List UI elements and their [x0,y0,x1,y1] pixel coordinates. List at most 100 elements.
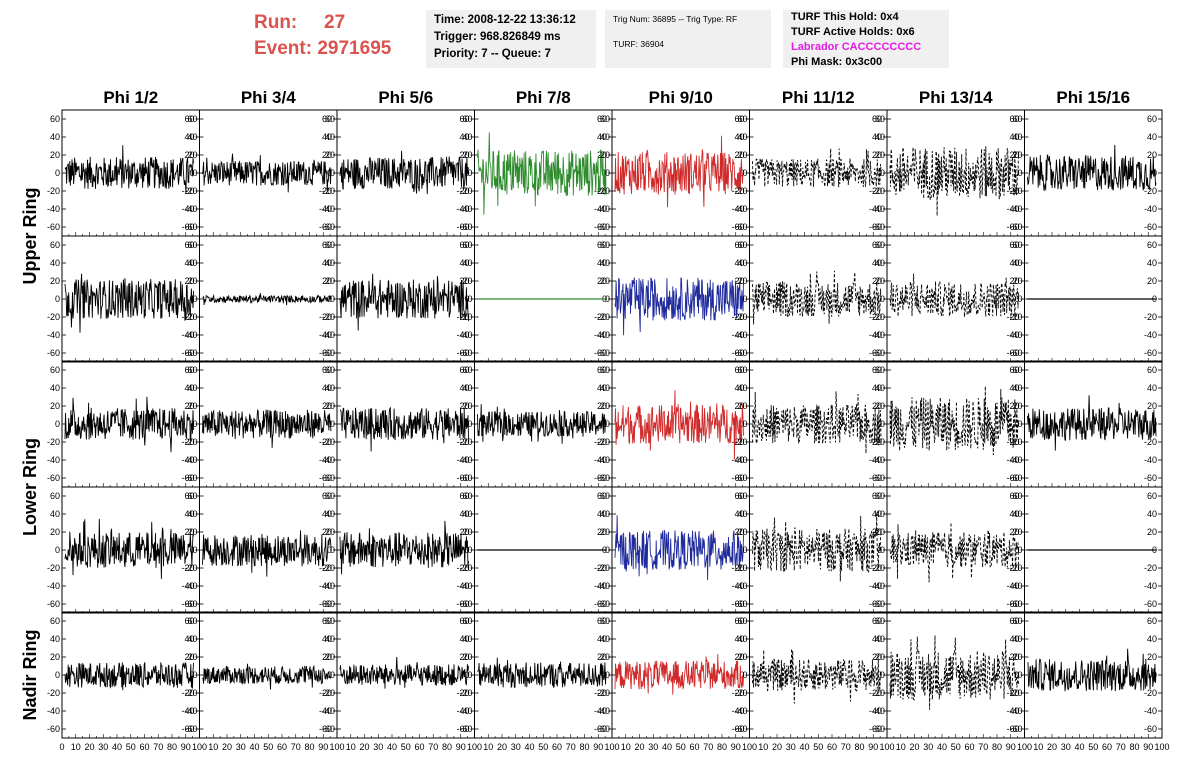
column-header: Phi 1/2 [103,88,158,107]
y-tick-label: 20 [600,276,610,286]
y-tick-label: -60 [1144,724,1157,734]
y-tick-label: 60 [50,365,60,375]
y-tick-label: 0 [742,670,747,680]
y-tick-label: 20 [597,401,607,411]
y-tick-label: 0 [877,670,882,680]
x-tick-label: 40 [387,742,397,752]
y-tick-label: 0 [55,545,60,555]
waveform-panel: 60 60 40 40 20 20 0 0 -20 -20 -40 -40 -60 -60 [184,109,338,237]
y-tick-label: -20 [734,563,747,573]
y-tick-label: -60 [731,473,744,483]
y-tick-label: -40 [594,455,607,465]
waveform-panel: 60 60 40 40 20 20 0 0 -20 -20 -40 -40 -60 -60 [47,235,200,363]
y-tick-label: -60 [597,599,610,609]
y-tick-label: 60 [737,240,747,250]
y-tick-label: -40 [1009,581,1022,591]
x-tick-label: 70 [566,742,576,752]
y-tick-label: 60 [462,240,472,250]
y-tick-label: 40 [737,509,747,519]
y-tick-label: 60 [462,114,472,124]
waveform-panel: 60 60 40 40 20 20 0 0 -20 -20 -40 -40 -60 -60 [322,360,475,488]
y-tick-label: -40 [731,455,744,465]
y-tick-label: 0 [192,294,197,304]
waveform-trace [1027,648,1157,692]
y-tick-label: -40 [456,455,469,465]
y-tick-label: 40 [597,132,607,142]
x-tick-label: 100 [467,742,482,752]
y-tick-label: -20 [1009,563,1022,573]
y-tick-label: -40 [1009,204,1022,214]
y-tick-label: -20 [459,688,472,698]
x-tick-label: 70 [428,742,438,752]
row-group-label: Upper Ring [20,188,40,285]
y-tick-label: -20 [181,563,194,573]
y-tick-label: -20 [594,563,607,573]
y-tick-label: 40 [50,132,60,142]
y-tick-label: -60 [734,599,747,609]
y-tick-label: -20 [47,312,60,322]
y-tick-label: 60 [734,365,744,375]
y-tick-label: -40 [872,330,885,340]
y-tick-label: -60 [731,599,744,609]
y-tick-label: 40 [325,383,335,393]
y-tick-label: 60 [462,616,472,626]
y-tick-label: -40 [184,204,197,214]
y-tick-label: 20 [734,150,744,160]
y-tick-label: 0 [192,419,197,429]
x-tick-label: 100 [192,742,207,752]
waveform-panel: 60 60 40 40 20 20 0 0 -20 -20 -40 -40 -60 -60 [184,360,338,488]
x-tick-label: 10 [1033,742,1043,752]
y-tick-label: -40 [734,706,747,716]
phi-mask-text: Phi Mask: 0x3c00 [791,56,883,68]
y-tick-label: 60 [1012,491,1022,501]
y-tick-label: 60 [737,616,747,626]
y-tick-label: -60 [872,599,885,609]
y-tick-label: -20 [731,437,744,447]
y-tick-label: -20 [872,688,885,698]
waveform-trace [1027,144,1157,191]
turf-info-box: TURF This Hold: 0x4 TURF Active Holds: 0… [783,10,949,68]
y-tick-label: 20 [459,150,469,160]
y-tick-label: 0 [605,294,610,304]
y-tick-label: 20 [325,401,335,411]
column-header: Phi 9/10 [649,88,713,107]
y-tick-label: 20 [462,150,472,160]
x-tick-label: 40 [937,742,947,752]
y-tick-label: -20 [597,312,610,322]
y-tick-label: 40 [1009,509,1019,519]
y-tick-label: -60 [1009,222,1022,232]
y-tick-label: 40 [875,132,885,142]
y-tick-label: 40 [325,634,335,644]
y-tick-label: 40 [50,509,60,519]
x-tick-label: 70 [978,742,988,752]
y-tick-label: 60 [187,616,197,626]
y-tick-label: -20 [184,312,197,322]
y-tick-label: -20 [47,688,60,698]
y-tick-label: -40 [456,706,469,716]
x-tick-label: 50 [126,742,136,752]
x-tick-label: 20 [222,742,232,752]
y-tick-label: 20 [187,527,197,537]
y-tick-label: 40 [734,509,744,519]
y-tick-label: -60 [184,348,197,358]
y-tick-label: -40 [869,455,882,465]
y-tick-label: 0 [739,670,744,680]
waveform-trace [339,406,469,452]
y-tick-label: -60 [456,348,469,358]
y-tick-label: 40 [325,132,335,142]
y-tick-label: -40 [869,581,882,591]
y-tick-label: 20 [1147,652,1157,662]
y-tick-label: 40 [600,383,610,393]
y-tick-label: 60 [1009,616,1019,626]
y-tick-label: -60 [47,473,60,483]
y-tick-label: 60 [184,114,194,124]
waveform-panel: 60 60 40 40 20 20 0 0 -20 -20 -40 -40 -60 -60 [597,109,750,237]
x-tick-label: 10 [483,742,493,752]
x-tick-label: 80 [992,742,1002,752]
x-tick-label: 70 [153,742,163,752]
y-tick-label: 20 [187,652,197,662]
y-tick-label: 40 [600,634,610,644]
y-tick-label: -60 [319,348,332,358]
waveform-panel: 60 60 40 40 20 20 0 0 -20 -20 -40 -40 -60 -60 [597,360,750,488]
y-tick-label: 60 [1009,114,1019,124]
